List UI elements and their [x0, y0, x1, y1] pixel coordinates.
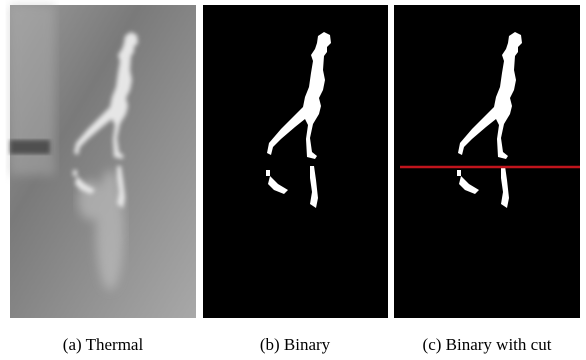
page: (a) Thermal (b) Binary (c) Binary with c…	[0, 0, 586, 360]
cut-image	[394, 5, 580, 318]
cut-panel	[394, 5, 580, 318]
binary-panel	[203, 5, 388, 318]
binary-image	[203, 5, 388, 318]
caption: (a) Thermal	[63, 335, 144, 354]
caption: (c) Binary with cut	[423, 335, 552, 354]
thermal-dark-spot	[10, 140, 50, 154]
figure: (a) Thermal (b) Binary (c) Binary with c…	[0, 0, 586, 360]
caption: (b) Binary	[260, 335, 331, 354]
thermal-panel	[10, 5, 196, 318]
